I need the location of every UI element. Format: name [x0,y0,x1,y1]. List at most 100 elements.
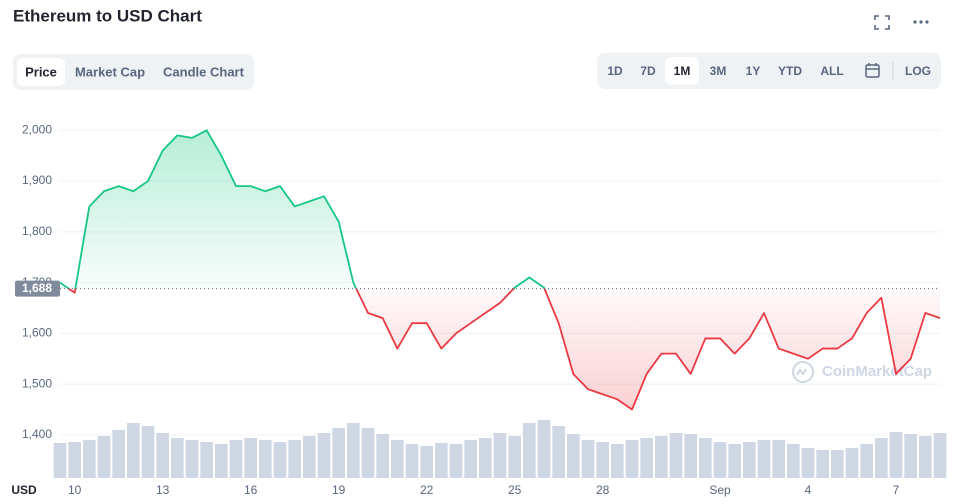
volume-bar [479,438,492,478]
volume-bar [244,438,257,478]
x-tick-label: 10 [68,483,82,497]
volume-bar [229,440,243,478]
volume-bar [757,440,771,478]
y-tick-label: 2,000 [22,122,52,136]
range-button[interactable]: 1Y [746,64,761,78]
watermark: CoinMarketCap [822,363,932,380]
volume-bar [889,432,903,478]
volume-bar [640,438,653,478]
volume-bar [919,436,932,478]
volume-bar [127,423,140,478]
volume-bar [523,423,536,478]
volume-bar [376,434,389,478]
y-tick-label: 1,900 [22,173,52,187]
volume-bar [801,448,815,478]
tab[interactable]: Price [25,64,57,79]
volume-bar [772,440,785,478]
volume-bar [860,444,873,478]
range-button[interactable]: ALL [820,64,843,78]
volume-bar [537,420,551,478]
calendar-icon[interactable] [865,63,880,78]
volume-bar [875,438,888,478]
tab-active [17,58,65,86]
volume-bar [420,446,433,478]
volume-bar [215,444,228,478]
volume-bar [684,434,697,478]
range-button[interactable]: YTD [778,64,802,78]
volume-bar [713,442,727,478]
x-tick-label: 13 [156,483,170,497]
volume-bar [508,436,521,478]
volume-bar [493,433,507,478]
volume-bar [259,440,272,478]
x-tick-label: 16 [244,483,258,497]
range-active [665,57,699,85]
volume-bar [699,438,712,478]
volume-bar [831,450,844,478]
volume-bar [141,426,155,478]
y-tick-label: 1,800 [22,224,52,238]
more-icon[interactable] [913,20,929,24]
volume-bar [347,423,360,478]
volume-bar [185,440,199,478]
range-button[interactable]: 1D [607,64,623,78]
volume-bar [273,442,287,478]
expand-icon[interactable] [874,15,890,30]
volume-bar [200,442,213,478]
volume-bar [317,433,331,478]
currency-label: USD [11,483,37,497]
volume-bar [112,430,125,478]
volume-bar [787,444,800,478]
price-area [60,130,940,410]
y-tick-label: 1,500 [22,376,52,390]
tab[interactable]: Candle Chart [163,64,245,79]
volume-bar [53,443,67,478]
x-tick-label: 25 [508,483,522,497]
volume-bar [83,440,96,478]
volume-bar [743,442,756,478]
volume-bar [361,428,375,478]
volume-bar [816,450,829,478]
chart-title: Ethereum to USD Chart [13,6,202,25]
volume-bar [171,438,184,478]
volume-bar [464,440,477,478]
baseline-tag [15,280,60,297]
volume-bar [845,448,859,478]
range-button[interactable]: 7D [640,64,656,78]
volume-bar [567,434,580,478]
volume-bar [596,442,609,478]
scale-button[interactable]: LOG [905,64,931,78]
y-tick-label: 1,400 [22,427,52,441]
x-tick-label: 7 [893,483,900,497]
volume-bar [933,433,947,478]
volume-bar [581,440,595,478]
x-tick-label: 22 [420,483,434,497]
volume-bar [904,434,917,478]
volume-bar [611,444,624,478]
volume-bar [156,433,169,478]
range-button[interactable]: 3M [710,64,727,78]
x-tick-label: 28 [596,483,610,497]
volume-bar [68,442,81,478]
volume-bar [552,426,565,478]
y-tick-label: 1,600 [22,326,52,340]
volume-bar [669,433,683,478]
watermark-logo [792,361,814,383]
range-button[interactable]: 1M [674,64,691,78]
volume-bar [449,444,463,478]
volume-bar [655,436,668,478]
volume-bar [303,436,316,478]
tab[interactable]: Market Cap [75,64,145,79]
x-tick-label: 4 [805,483,812,497]
volume-bar [435,443,448,478]
tab-group [13,54,254,90]
volume-bar [405,444,419,478]
volume-bar [391,440,404,478]
volume-bar [288,440,301,478]
x-tick-label: 19 [332,483,346,497]
volume-bar [728,444,741,478]
x-tick-label: Sep [709,483,731,497]
volume-bar [97,436,111,478]
price-line [59,129,941,411]
